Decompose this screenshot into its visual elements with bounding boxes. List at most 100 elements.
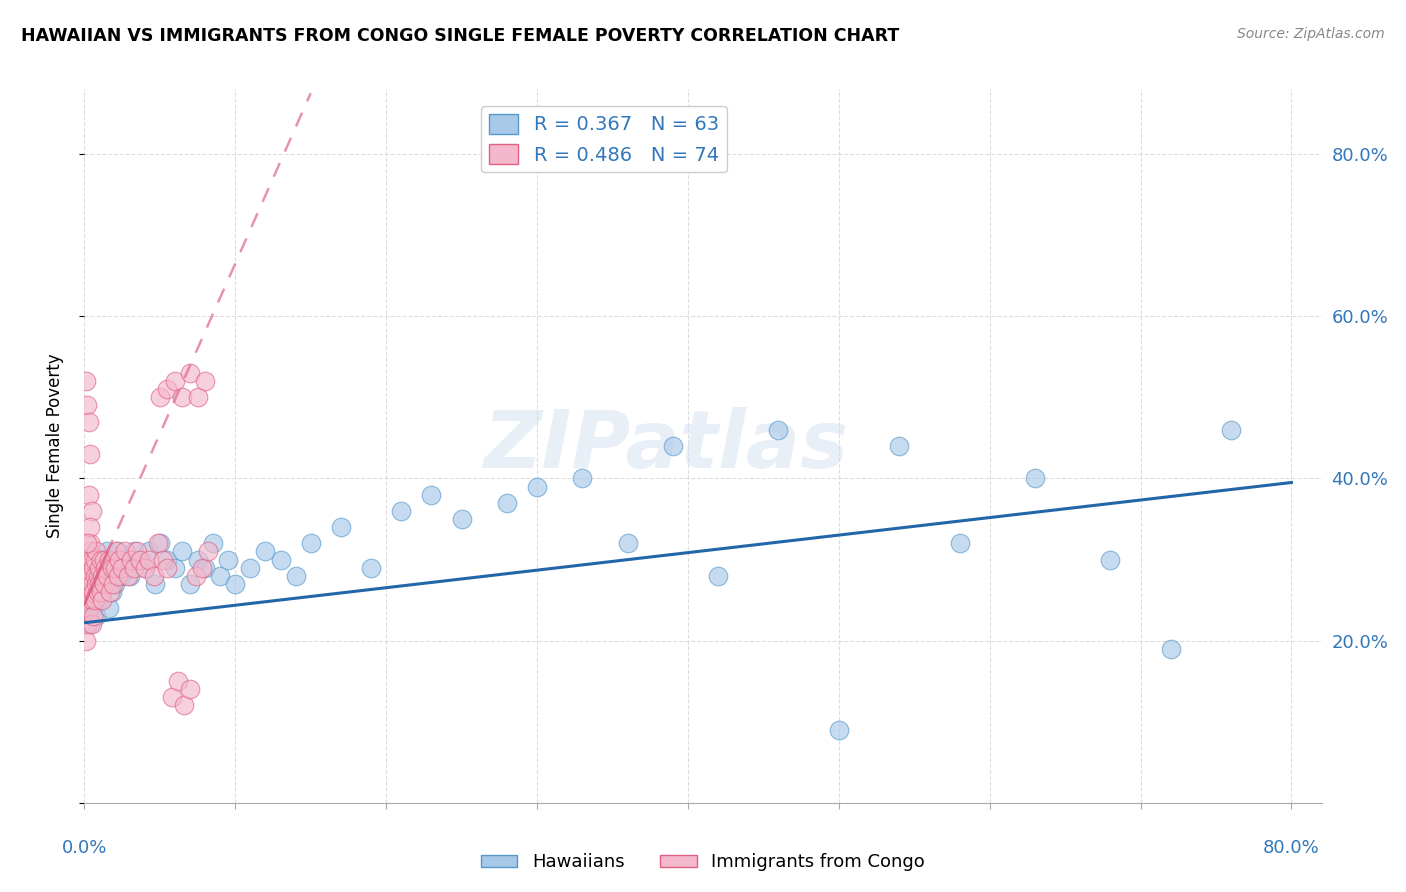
Point [77, 415, 100, 429]
Point [93, 577, 115, 591]
Point [186, 390, 208, 404]
Point [186, 552, 208, 566]
Point [201, 536, 224, 550]
Point [103, 577, 125, 591]
Point [86, 544, 108, 558]
Point [77, 577, 100, 591]
Point [86, 577, 108, 591]
Point [707, 568, 730, 582]
Point [77, 593, 100, 607]
Point [75, 374, 97, 388]
Point [96, 568, 118, 582]
Point [89, 560, 111, 574]
Point [1160, 641, 1182, 656]
Point [77, 488, 100, 502]
Point [100, 585, 122, 599]
Point [284, 568, 307, 582]
Point [96, 544, 118, 558]
Point [149, 536, 172, 550]
Point [93, 552, 115, 566]
Legend: R = 0.367   N = 63, R = 0.486   N = 74: R = 0.367 N = 63, R = 0.486 N = 74 [481, 106, 727, 172]
Point [889, 439, 911, 453]
Point [79, 520, 101, 534]
Point [75, 552, 97, 566]
Point [172, 544, 194, 558]
Point [100, 560, 122, 574]
Point [156, 382, 179, 396]
Point [76, 399, 98, 413]
Point [93, 552, 115, 566]
Point [224, 577, 246, 591]
Point [172, 390, 194, 404]
Point [107, 544, 129, 558]
Point [76, 617, 98, 632]
Point [91, 568, 114, 582]
Point [828, 723, 851, 737]
Point [120, 552, 142, 566]
Point [80, 585, 103, 599]
Point [191, 560, 214, 574]
Legend: Hawaiians, Immigrants from Congo: Hawaiians, Immigrants from Congo [474, 847, 932, 879]
Point [662, 439, 685, 453]
Point [495, 496, 517, 510]
Point [77, 544, 100, 558]
Point [160, 690, 183, 705]
Point [89, 577, 111, 591]
Text: 0.0%: 0.0% [62, 839, 107, 857]
Point [84, 577, 107, 591]
Point [768, 423, 790, 437]
Point [97, 601, 120, 615]
Y-axis label: Single Female Poverty: Single Female Poverty [45, 354, 63, 538]
Point [156, 560, 179, 574]
Point [79, 568, 101, 582]
Point [173, 698, 195, 713]
Point [77, 601, 100, 615]
Point [197, 544, 219, 558]
Point [76, 568, 98, 582]
Point [152, 552, 174, 566]
Point [129, 552, 152, 566]
Point [84, 552, 107, 566]
Point [86, 609, 108, 624]
Point [163, 560, 186, 574]
Point [420, 488, 443, 502]
Point [179, 366, 201, 380]
Point [79, 617, 101, 632]
Point [526, 479, 548, 493]
Point [143, 577, 166, 591]
Point [329, 520, 352, 534]
Point [138, 552, 160, 566]
Point [75, 577, 97, 591]
Point [948, 536, 970, 550]
Point [115, 560, 138, 574]
Point [80, 617, 103, 632]
Point [148, 536, 170, 550]
Point [76, 585, 98, 599]
Point [571, 471, 593, 485]
Point [239, 560, 262, 574]
Point [94, 560, 117, 574]
Point [194, 374, 217, 388]
Point [103, 560, 125, 574]
Point [98, 585, 121, 599]
Point [114, 544, 136, 558]
Point [122, 560, 145, 574]
Point [184, 568, 207, 582]
Point [179, 682, 201, 697]
Point [80, 504, 103, 518]
Point [1024, 471, 1046, 485]
Point [105, 544, 128, 558]
Point [84, 568, 107, 582]
Point [450, 512, 472, 526]
Point [127, 544, 149, 558]
Text: Source: ZipAtlas.com: Source: ZipAtlas.com [1237, 27, 1385, 41]
Point [138, 544, 160, 558]
Point [616, 536, 638, 550]
Point [134, 560, 156, 574]
Point [90, 585, 112, 599]
Point [101, 560, 124, 574]
Point [80, 577, 103, 591]
Point [194, 560, 217, 574]
Point [217, 552, 239, 566]
Point [110, 568, 132, 582]
